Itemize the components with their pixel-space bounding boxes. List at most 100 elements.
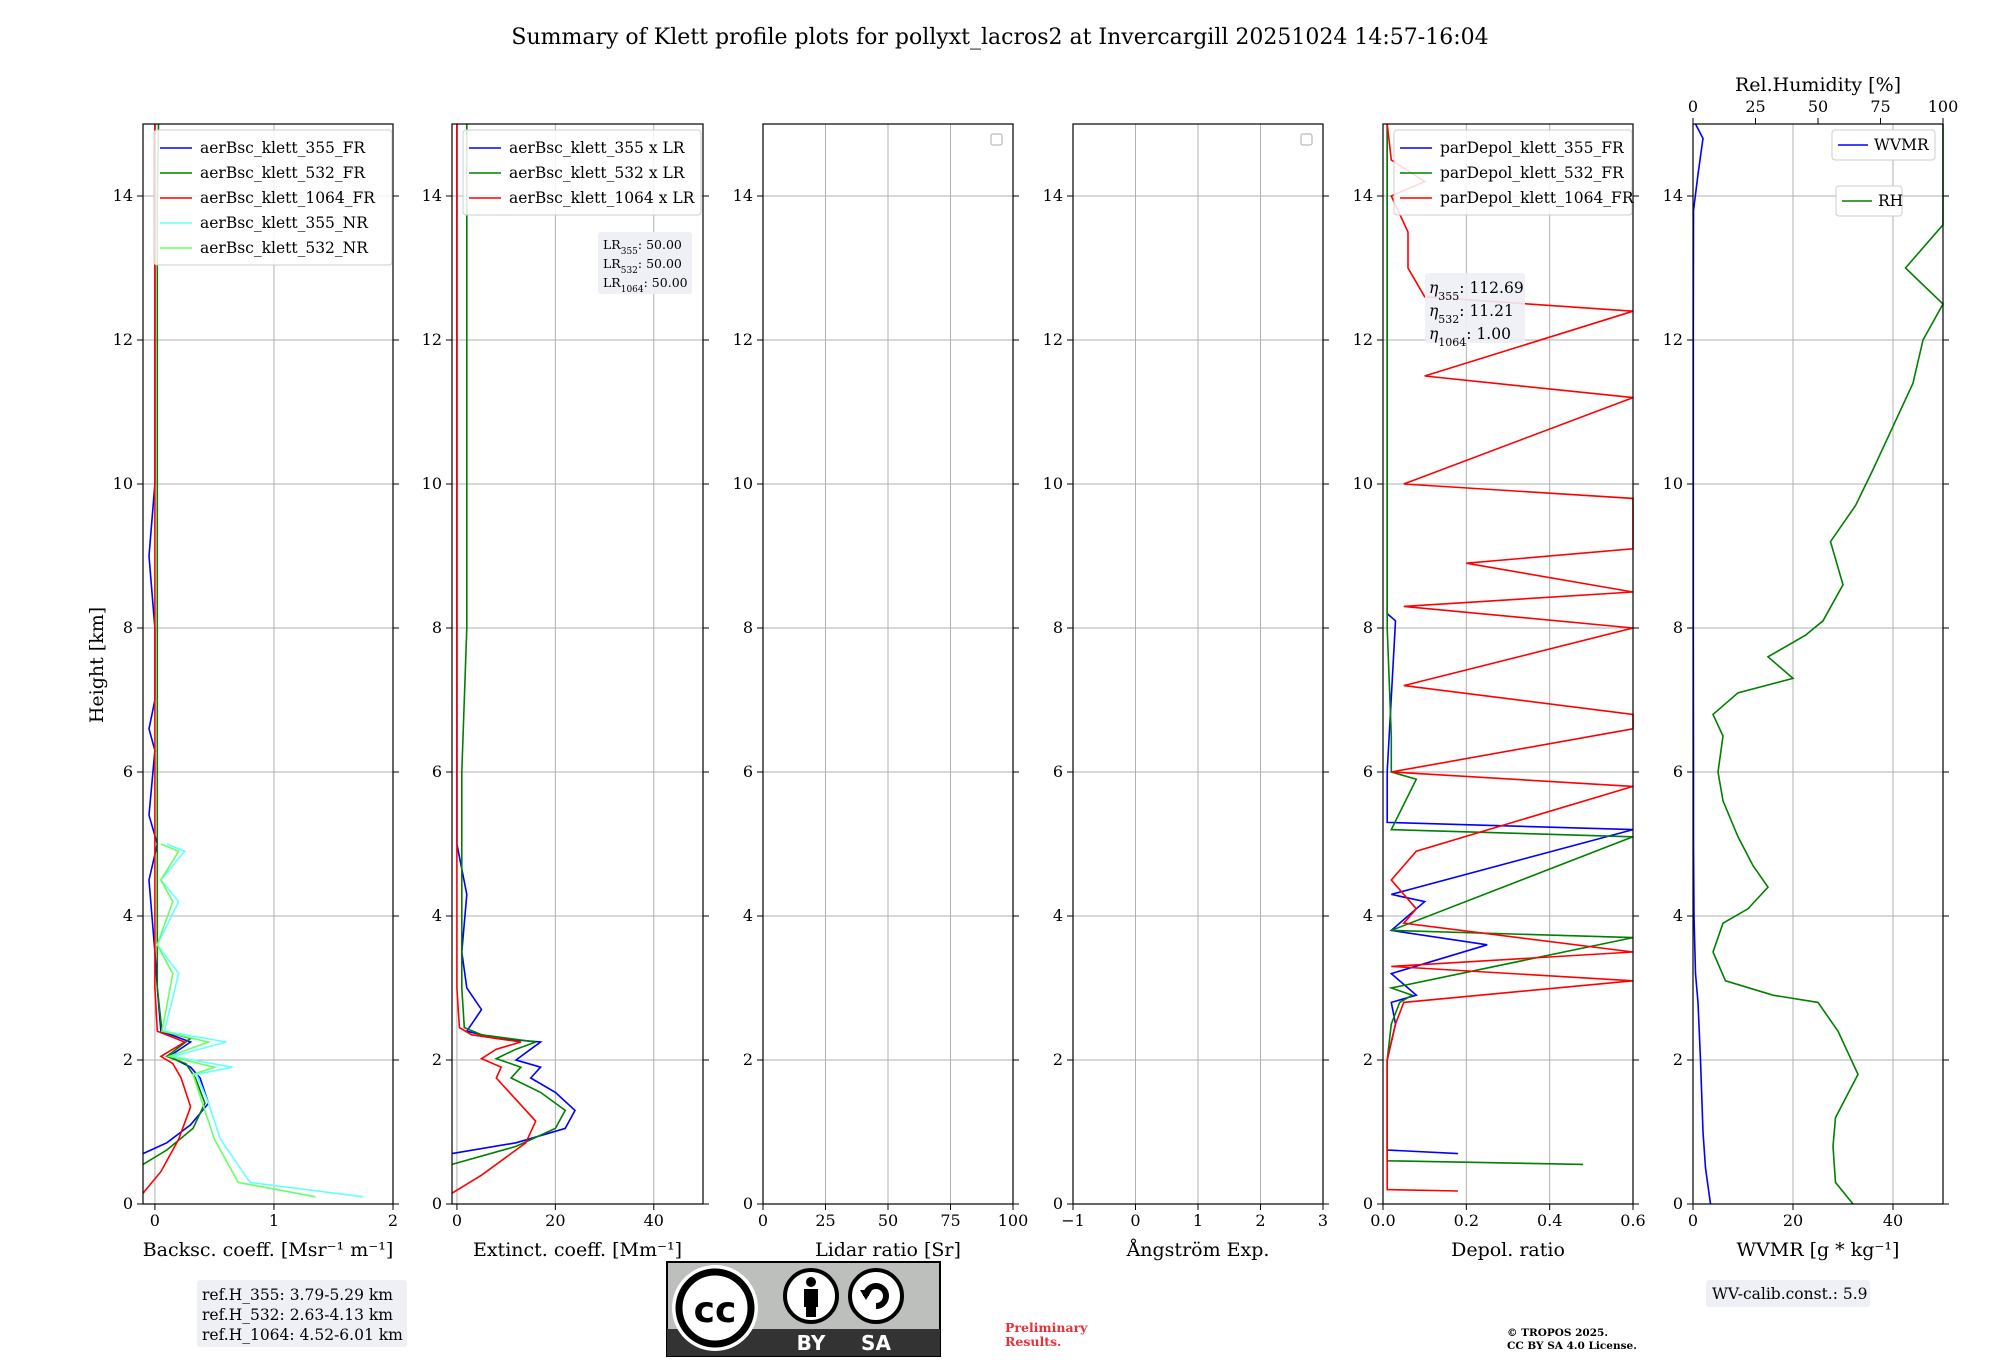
empty-legend-marker [990,133,1003,146]
y-tick-label-5-0: 0 [1363,1194,1373,1213]
x-tick-label-4-4: 3 [1318,1211,1328,1230]
eta-sub: 532 [1438,313,1459,326]
x-axis-label-6: WVMR [g * kg⁻¹] [1737,1239,1900,1261]
panel-6: 0 20 40 0 2 4 6 8 10 12 14 WVMR [g * kg⁻¹] 0 25 50 75 10… [1663,74,1959,1261]
y-tick-label-5-10: 10 [1353,474,1373,493]
wv-calib-box: WV-calib.const.: 5.9 [1706,1280,1870,1307]
eta-532: η532: 11.21 [1429,302,1514,326]
x-axis-label-5: Depol. ratio [1451,1239,1565,1261]
y-tick-label-2-10: 10 [422,474,442,493]
y-tick-label-2-14: 14 [422,186,442,205]
x-tick-label-4-0: −1 [1061,1211,1085,1230]
y-tick-label-6-0: 0 [1673,1194,1683,1213]
series-2-2 [451,124,537,1194]
y-tick-label-2-12: 12 [422,330,442,349]
y-tick-label-4-8: 8 [1053,618,1063,637]
y-tick-label-3-6: 6 [743,762,753,781]
legend-label-1: aerBsc_klett_532_FR [200,164,366,182]
x-tick-label-6-1: 20 [1783,1211,1803,1230]
y-tick-label-3-0: 0 [743,1194,753,1213]
y-tick-label-6-10: 10 [1663,474,1683,493]
y-tick-label-5-6: 6 [1363,762,1373,781]
legend-label-2: aerBsc_klett_1064_FR [200,189,376,207]
eta-value: : 1.00 [1466,325,1511,343]
y-tick-label-2-6: 6 [432,762,442,781]
y-tick-label-1-2: 2 [123,1050,133,1069]
axes-frame-5 [1382,123,1634,1205]
x-tick-label-2-2: 40 [644,1211,664,1230]
eta-1064: η1064: 1.00 [1429,325,1511,349]
eta-symbol: η [1429,302,1439,320]
legend-label-1: aerBsc_klett_532 x LR [509,164,686,182]
eta-355: η355: 112.69 [1429,279,1524,303]
y-tick-label-3-10: 10 [733,474,753,493]
ref-height-532: ref.H_532: 2.63-4.13 km [202,1306,393,1324]
series-5-2 [1386,123,1634,1192]
series-1-4 [156,843,316,1198]
series-1-1 [142,123,206,1166]
top-tick-label-1: 25 [1745,97,1765,116]
y-tick-label-5-2: 2 [1363,1050,1373,1069]
y-tick-label-4-2: 2 [1053,1050,1063,1069]
x-axis-label-1: Backsc. coeff. [Msr⁻¹ m⁻¹] [143,1239,394,1261]
x-tick-label-4-2: 1 [1193,1211,1203,1230]
empty-legend-marker [1300,133,1313,146]
y-tick-label-1-14: 14 [113,186,133,205]
x-axis-label-4: Ångström Exp. [1126,1239,1270,1261]
y-tick-label-5-4: 4 [1363,906,1373,925]
lr-value: : 50.00 [638,256,682,271]
panel-2: 0 20 40 0 2 4 6 8 10 12 14 Extinct. coeff. [Mm⁻¹] ae… [422,123,709,1261]
legend-label-0: WVMR [1874,136,1930,154]
ref-height-1064: ref.H_1064: 4.52-6.01 km [202,1326,403,1344]
y-tick-label-5-12: 12 [1353,330,1373,349]
y-tick-label-1-0: 0 [123,1194,133,1213]
axes-frame-2 [451,123,704,1205]
x-tick-label-3-4: 100 [998,1211,1029,1230]
x-tick-label-1-2: 2 [388,1211,398,1230]
eta-value: : 11.21 [1459,302,1514,320]
series-2-0 [451,124,577,1155]
axes-frame-6 [1692,123,1944,1205]
legend-2: aerBsc_klett_355 x LR aerBsc_klett_532 x … [462,129,702,216]
y-tick-label-2-8: 8 [432,618,442,637]
series-6-0 [1692,123,1712,1205]
y-tick-label-3-12: 12 [733,330,753,349]
legend-label-0: parDepol_klett_355_FR [1440,139,1625,157]
legend-label-2: parDepol_klett_1064_FR [1440,189,1635,207]
lidar-ratio-frame [598,232,692,294]
x-tick-label-2-1: 20 [545,1211,565,1230]
badge-by-label: BY [797,1331,826,1355]
x-tick-label-3-2: 50 [878,1211,898,1230]
legend-label-0: aerBsc_klett_355_FR [200,139,366,157]
y-tick-label-4-0: 0 [1053,1194,1063,1213]
y-tick-label-4-12: 12 [1043,330,1063,349]
x-tick-label-4-3: 2 [1255,1211,1265,1230]
y-tick-label-1-8: 8 [123,618,133,637]
lr-sub: 355 [621,247,638,257]
x-axis-label-2: Extinct. coeff. [Mm⁻¹] [473,1239,682,1261]
ref-height-box: ref.H_355: 3.79-5.29 km ref.H_532: 2.63-… [197,1280,407,1347]
y-tick-label-6-4: 4 [1673,906,1683,925]
legend-label-1: RH [1878,192,1903,210]
y-tick-label-3-4: 4 [743,906,753,925]
y-tick-label-4-10: 10 [1043,474,1063,493]
x-tick-label-3-3: 75 [940,1211,960,1230]
y-tick-label-6-6: 6 [1673,762,1683,781]
eta-value: : 112.69 [1459,279,1523,297]
preliminary-note-line1: Preliminary [1005,1320,1088,1335]
figure-title: Summary of Klett profile plots for polly… [511,25,1488,50]
svg-text:cc: cc [694,1290,737,1331]
top-tick-label-3: 75 [1870,97,1890,116]
y-tick-label-1-4: 4 [123,906,133,925]
panel-5: 0.0 0.2 0.4 0.6 0 2 4 6 8 10 12 14 Depol. ratio parDe… [1353,123,1646,1261]
y-tick-label-6-2: 2 [1673,1050,1683,1069]
y-tick-label-1-12: 12 [113,330,133,349]
y-tick-label-3-2: 2 [743,1050,753,1069]
eta-sub: 355 [1438,290,1459,303]
legend-1: aerBsc_klett_355_FR aerBsc_klett_532_FRae… [153,129,393,266]
y-tick-label-2-2: 2 [432,1050,442,1069]
axes-frame-1 [142,123,394,1205]
ref-height-355: ref.H_355: 3.79-5.29 km [202,1286,393,1304]
